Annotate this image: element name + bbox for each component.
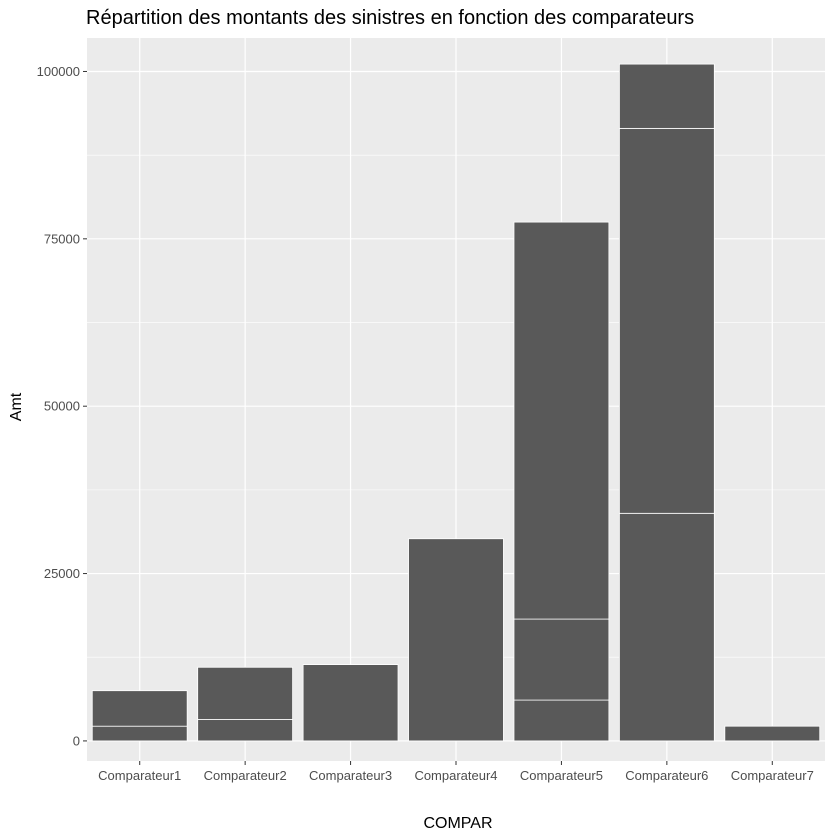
y-tick-label: 100000 — [37, 64, 80, 79]
bar-segment-comparateur5-3 — [513, 221, 610, 620]
bar-segment-comparateur2-1 — [197, 719, 293, 742]
chart-title: Répartition des montants des sinistres e… — [86, 7, 694, 29]
x-tick-label: Comparateur5 — [520, 768, 603, 783]
bar-segment-comparateur1-2 — [91, 690, 188, 727]
y-tick-label: 0 — [73, 733, 80, 748]
y-axis: 0 25000 50000 75000 100000 — [37, 64, 87, 748]
bar-segment-comparateur6-1 — [619, 512, 715, 742]
x-tick-label: Comparateur2 — [204, 768, 287, 783]
bar-segment-comparateur5-1 — [513, 699, 610, 742]
bar-segment-comparateur5-2 — [513, 618, 610, 701]
x-axis: Comparateur1 Comparateur2 Comparateur3 Comp… — [98, 761, 814, 783]
y-tick-label: 25000 — [44, 566, 80, 581]
bar-segment-comparateur3-1 — [302, 664, 399, 742]
x-tick-label: Comparateur4 — [414, 768, 497, 783]
bar-segment-comparateur6-2 — [619, 127, 715, 514]
bar-segment-comparateur4-1 — [408, 538, 504, 742]
x-tick-label: Comparateur3 — [309, 768, 392, 783]
bar-segment-comparateur7-1 — [724, 725, 821, 742]
bar-segment-comparateur1-1 — [91, 725, 188, 742]
y-tick-label: 50000 — [44, 399, 80, 414]
bar-segment-comparateur6-3 — [619, 63, 715, 129]
y-tick-label: 75000 — [44, 231, 80, 246]
bars — [91, 63, 821, 742]
x-axis-title: COMPAR — [423, 815, 492, 832]
bar-segment-comparateur2-2 — [197, 666, 293, 720]
x-tick-label: Comparateur7 — [731, 768, 814, 783]
x-tick-label: Comparateur1 — [98, 768, 181, 783]
x-tick-label: Comparateur6 — [625, 768, 708, 783]
y-axis-title: Amt — [8, 392, 25, 421]
